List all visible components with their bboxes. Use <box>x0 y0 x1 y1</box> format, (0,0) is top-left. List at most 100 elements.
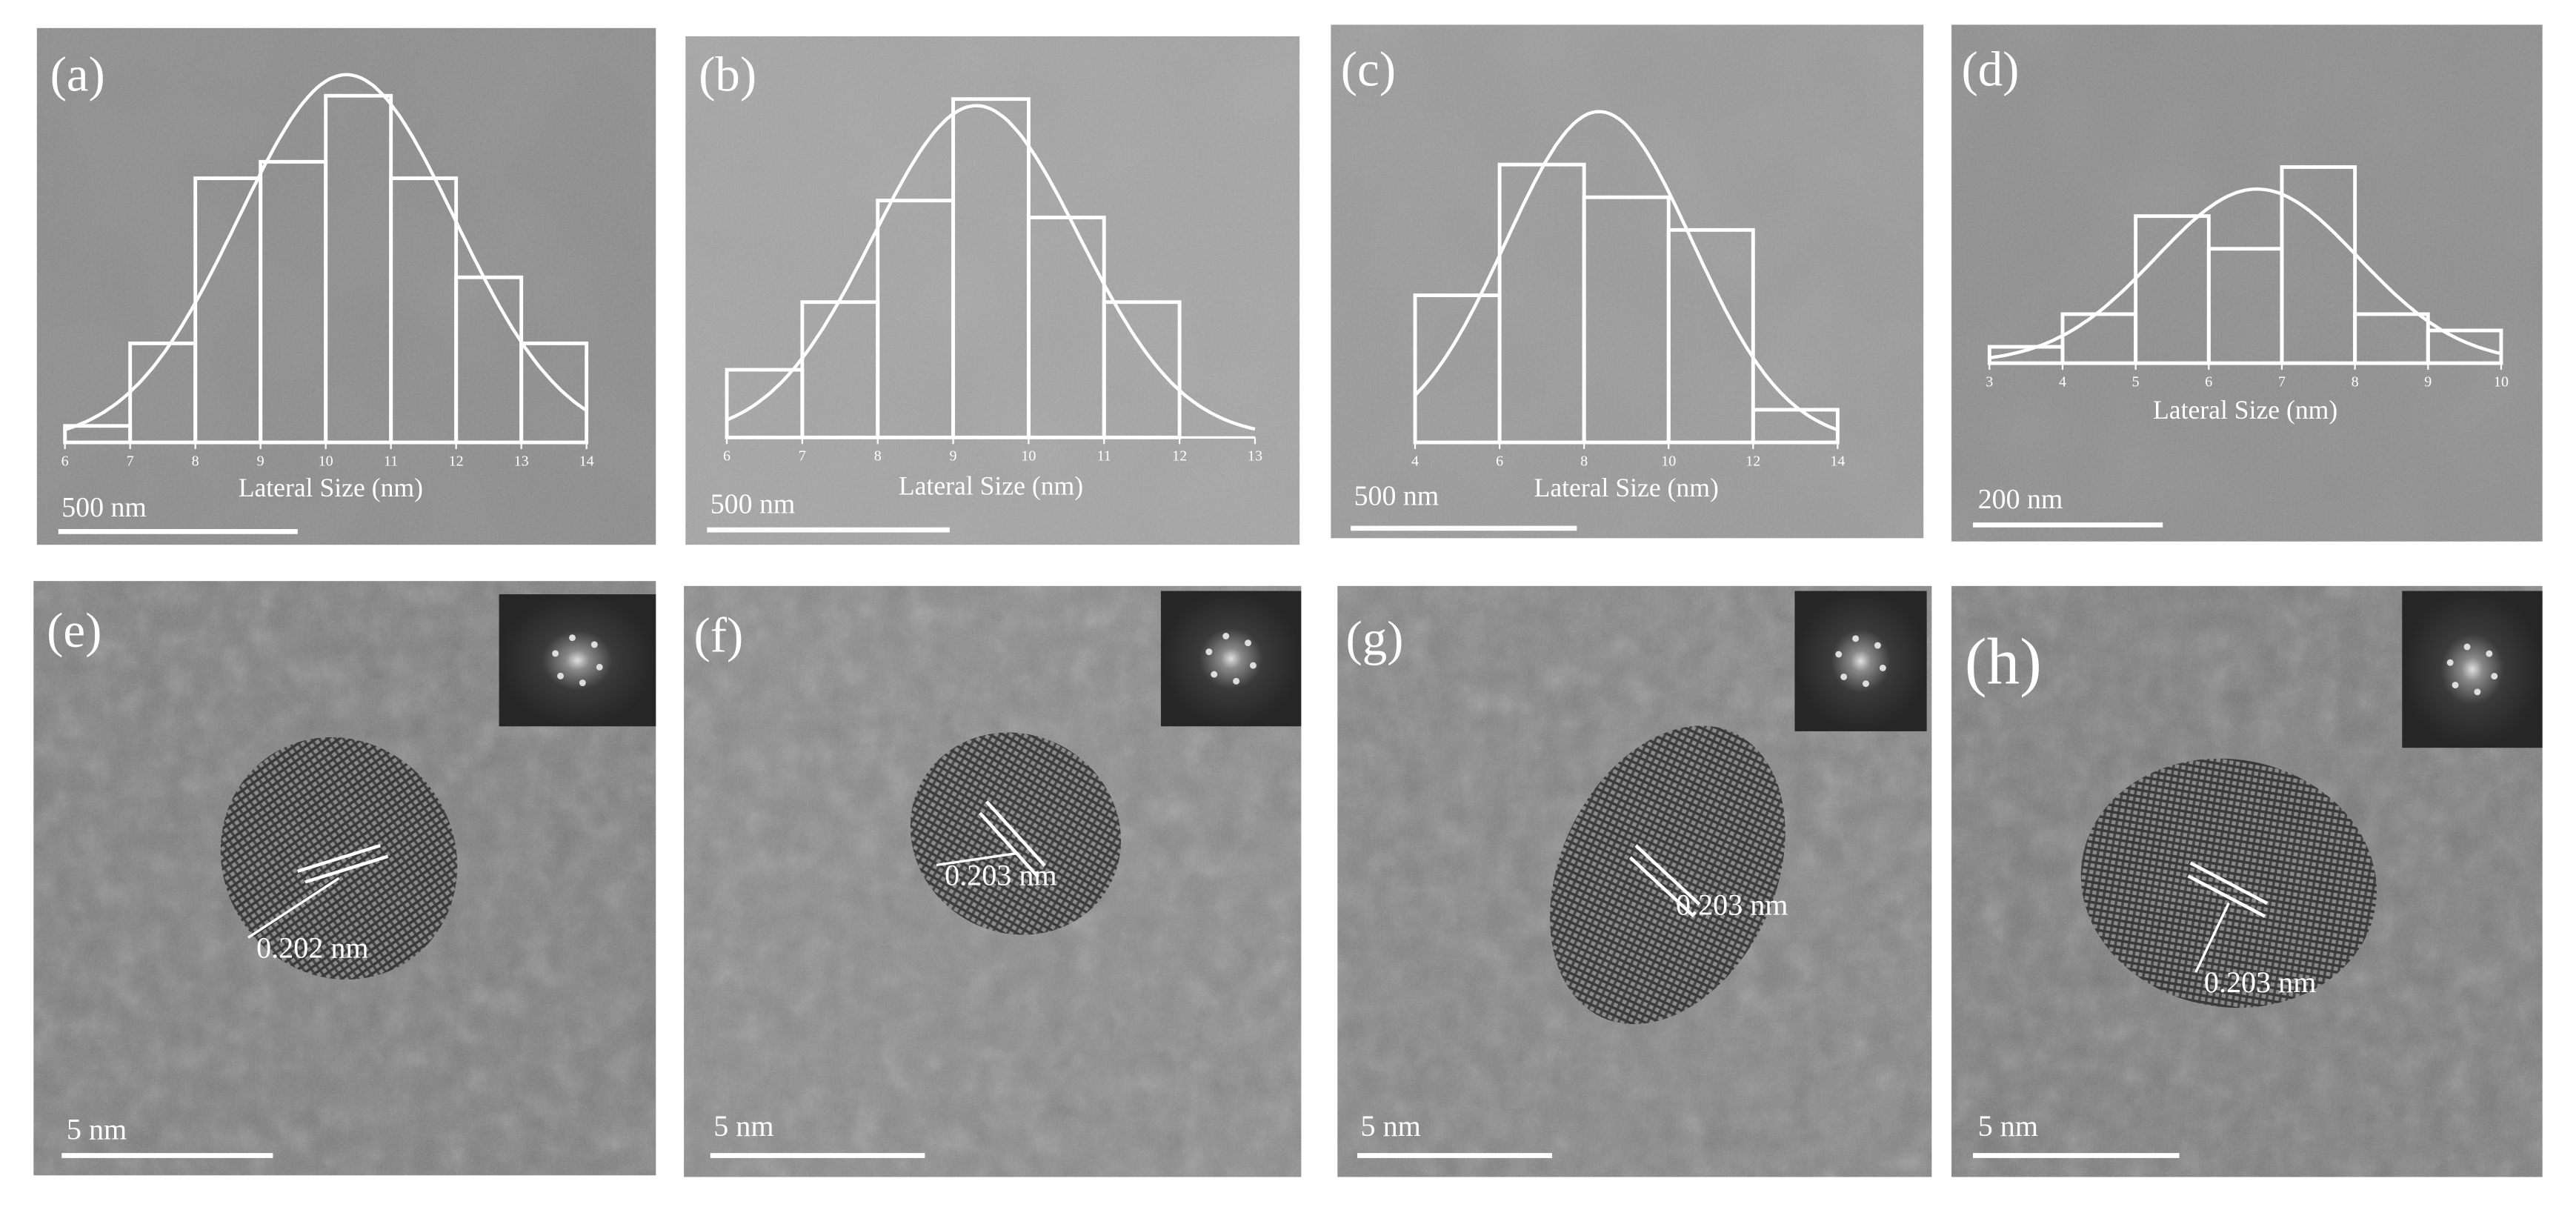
x-tick-label: 6 <box>2205 373 2212 390</box>
fft-spot <box>557 672 564 679</box>
histogram-panel: 6 7 8 9 10 11 12 13 (b) Lateral Size (nm) 500 nm <box>685 36 1300 545</box>
fft-inset <box>2402 591 2543 748</box>
x-tick-label: 13 <box>1248 448 1262 465</box>
fft-spot <box>2474 688 2481 696</box>
x-tick-label: 14 <box>1830 453 1845 469</box>
gaussian-fit <box>1988 187 2502 360</box>
gaussian-fit <box>726 104 1256 431</box>
panel-label: (e) <box>47 603 101 658</box>
panel-label: (g) <box>1345 611 1403 666</box>
x-tick-label: 7 <box>799 448 806 465</box>
panel-label: (h) <box>1965 626 2042 699</box>
spacing-label: 0.203 nm <box>2204 965 2316 999</box>
x-tick-label: 5 <box>2132 373 2140 390</box>
scale-bar-label: 200 nm <box>1978 484 2063 515</box>
fft-spot <box>2452 682 2459 689</box>
panel-label: (a) <box>50 47 105 102</box>
x-tick-label: 10 <box>1021 448 1036 465</box>
fft-spot <box>2491 673 2498 680</box>
x-tick-label: 8 <box>2352 373 2359 390</box>
x-tick-label: 11 <box>384 453 398 469</box>
x-tick-label: 11 <box>1097 448 1111 465</box>
fft-spot <box>1879 665 1886 671</box>
x-axis-label: Lateral Size (nm) <box>899 471 1083 501</box>
histogram-panel: 6 7 8 9 10 11 12 13 14 (a) Lateral Size (nm) 500 nm <box>36 27 656 545</box>
fft-spot <box>1874 642 1881 649</box>
hrtem-panel: (h) 0.203 nm 5 nm <box>1951 585 2543 1177</box>
scale-bar-label: 5 nm <box>1978 1109 2038 1143</box>
spacing-marker <box>2187 874 2266 918</box>
spacing-marker <box>1628 856 1695 918</box>
x-tick-label: 4 <box>2059 373 2066 390</box>
x-tick-label: 12 <box>1745 453 1760 469</box>
panel-label: (f) <box>693 608 743 663</box>
x-axis-label: Lateral Size (nm) <box>1534 473 1719 502</box>
spacing-label: 0.203 nm <box>1676 888 1788 922</box>
spacing-marker <box>1634 844 1701 906</box>
fft-spot <box>590 641 598 648</box>
tem-grain <box>1951 24 2543 542</box>
panel-label: (c) <box>1341 42 1396 97</box>
fft-inset <box>1160 591 1302 727</box>
fft-spot <box>1205 648 1213 656</box>
x-axis-label: Lateral Size (nm) <box>2153 395 2337 425</box>
x-tick-label: 13 <box>514 453 529 469</box>
x-tick-label: 7 <box>127 453 134 469</box>
fft-spot <box>1211 671 1218 678</box>
fft-inset <box>1794 591 1927 731</box>
x-tick-label: 6 <box>1496 453 1503 469</box>
x-tick-label: 12 <box>1172 448 1187 465</box>
x-axis-label: Lateral Size (nm) <box>239 473 423 502</box>
spacing-marker <box>2189 861 2269 905</box>
x-tick-label: 4 <box>1411 453 1419 469</box>
hrtem-panel: (g) 0.203 nm 5 nm <box>1337 585 1932 1177</box>
fft-spot <box>1863 680 1869 688</box>
scale-bar-label: 500 nm <box>61 492 147 523</box>
fft-spot <box>596 663 603 671</box>
panel-label: (b) <box>699 47 756 102</box>
histogram-panel: 3 4 5 6 7 8 9 10 (d) Lateral Size (nm) 200 nm <box>1951 24 2543 542</box>
scale-bar-label: 500 nm <box>710 489 796 520</box>
scale-bar-label: 500 nm <box>1354 480 1440 511</box>
gaussian-fit <box>1414 110 1839 432</box>
spacing-arrow <box>936 852 1016 867</box>
fft-spot <box>569 634 576 642</box>
x-tick-label: 9 <box>950 448 957 465</box>
tem-grain <box>1331 24 1924 539</box>
fft-inset <box>499 594 656 727</box>
x-tick-label: 8 <box>874 448 882 465</box>
spacing-marker <box>304 854 389 884</box>
scale-bar-label: 5 nm <box>1361 1109 1421 1143</box>
fft-spot <box>1222 633 1230 639</box>
x-tick-label: 6 <box>723 448 730 465</box>
fft-spot <box>552 650 559 657</box>
gaussian-fit <box>64 73 588 432</box>
fft-spot <box>579 679 586 687</box>
hrtem-panel: (e) 0.202 nm 5 nm <box>33 581 656 1176</box>
spacing-label: 0.203 nm <box>945 858 1056 891</box>
x-tick-label: 7 <box>2278 373 2286 390</box>
x-tick-label: 6 <box>61 453 69 469</box>
spacing-marker <box>296 843 382 873</box>
panel-label: (d) <box>1961 42 2019 97</box>
x-tick-label: 14 <box>579 453 594 469</box>
fft-spot <box>2446 659 2454 666</box>
panels: 6 7 8 9 10 11 12 13 14 (a) Lateral Size (nm) 500 nm… <box>33 24 2543 1177</box>
spacing-label: 0.202 nm <box>256 931 368 964</box>
x-tick-label: 10 <box>1661 453 1676 469</box>
fft-spot <box>1249 662 1257 669</box>
x-tick-label: 8 <box>192 453 199 469</box>
fft-spot <box>1245 639 1251 647</box>
x-tick-label: 3 <box>1986 373 1993 390</box>
scale-bar-label: 5 nm <box>67 1112 127 1146</box>
spacing-arrow <box>247 877 340 939</box>
hrtem-panel: (f) 0.203 nm 5 nm <box>684 585 1302 1177</box>
fft-spot <box>1233 677 1240 685</box>
tem-grain <box>685 36 1300 545</box>
x-tick-label: 9 <box>257 453 264 469</box>
x-tick-label: 8 <box>1580 453 1588 469</box>
spacing-marker <box>985 800 1046 867</box>
fft-spot <box>1840 673 1848 680</box>
fft-spot <box>1852 635 1860 642</box>
